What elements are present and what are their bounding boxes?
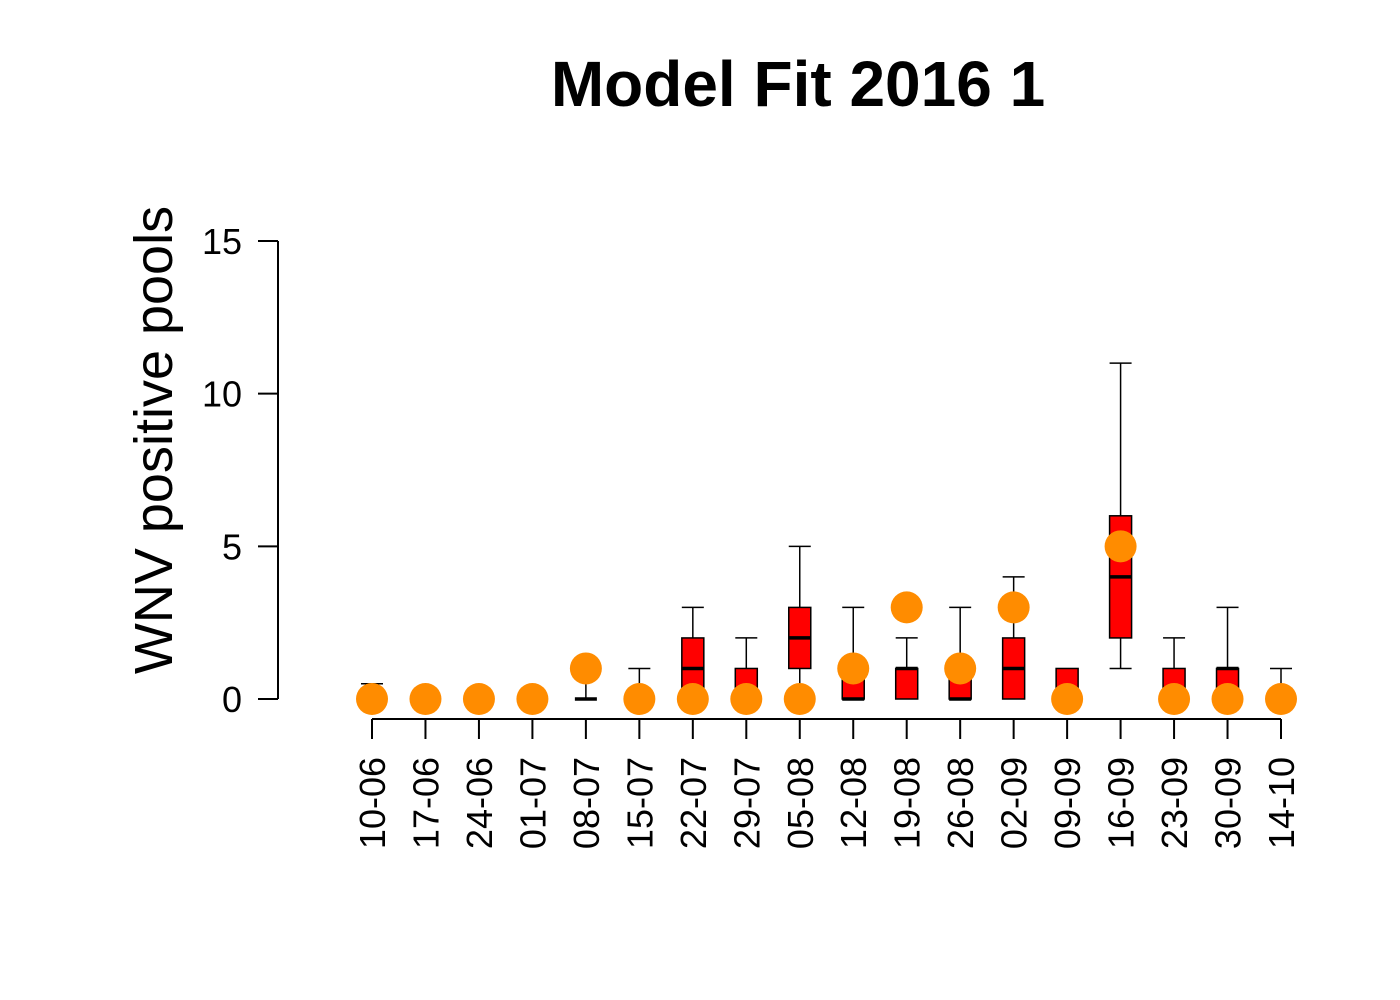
- x-tick-label: 29-07: [726, 757, 767, 849]
- observed-point: [623, 683, 656, 715]
- y-axis-label: WNV positive pools: [124, 206, 184, 674]
- observed-point: [676, 683, 709, 715]
- boxplots: [361, 362, 1292, 701]
- y-tick-label: 15: [202, 221, 242, 262]
- y-tick-label: 0: [222, 679, 242, 720]
- x-tick-label: 08-07: [566, 757, 607, 849]
- box: [894, 667, 919, 700]
- x-tick-label: 24-06: [459, 757, 500, 849]
- observed-point: [1265, 683, 1297, 715]
- x-tick-label: 01-07: [512, 757, 553, 849]
- observed-point: [1051, 683, 1084, 715]
- x-tick-label: 26-08: [940, 757, 981, 849]
- x-tick-label: 23-09: [1154, 757, 1195, 849]
- x-axis: 10-06 17-06 24-06 01-07 08-07 15-07 22-07 29-07…: [352, 718, 1302, 849]
- observed-point: [516, 683, 549, 715]
- boxplot: [894, 637, 919, 700]
- observed-point: [356, 683, 388, 715]
- observed-point: [1158, 683, 1191, 715]
- observed-point: [783, 683, 816, 715]
- x-tick-label: 15-07: [619, 757, 660, 849]
- x-tick-label: 30-09: [1208, 757, 1249, 849]
- y-tick-label: 10: [202, 374, 242, 415]
- observed-point: [997, 591, 1030, 624]
- observed-points: [356, 530, 1297, 715]
- x-tick-label: 19-08: [887, 757, 928, 849]
- y-axis: 0 5 10 15: [202, 221, 279, 720]
- observed-point: [1104, 530, 1137, 563]
- x-tick-label: 14-10: [1261, 757, 1302, 849]
- observed-point: [1211, 683, 1244, 715]
- observed-point: [944, 652, 977, 685]
- x-tick-label: 05-08: [780, 757, 821, 849]
- x-tick-label: 16-09: [1101, 757, 1142, 849]
- x-tick-label: 09-09: [1047, 757, 1088, 849]
- observed-point: [890, 591, 923, 624]
- observed-point: [569, 652, 602, 685]
- boxplot: [788, 545, 812, 700]
- boxplot: [1108, 362, 1133, 670]
- y-tick-label: 5: [222, 526, 242, 567]
- observed-point: [462, 683, 495, 715]
- x-tick-label: 17-06: [405, 757, 446, 849]
- observed-point: [409, 683, 442, 715]
- observed-point: [837, 652, 870, 685]
- x-tick-label: 12-08: [833, 757, 874, 849]
- x-tick-label: 02-09: [994, 757, 1035, 849]
- chart-title: Model Fit 2016 1: [551, 48, 1045, 120]
- observed-point: [730, 683, 763, 715]
- x-tick-label: 10-06: [352, 757, 393, 849]
- x-tick-label: 22-07: [673, 757, 714, 849]
